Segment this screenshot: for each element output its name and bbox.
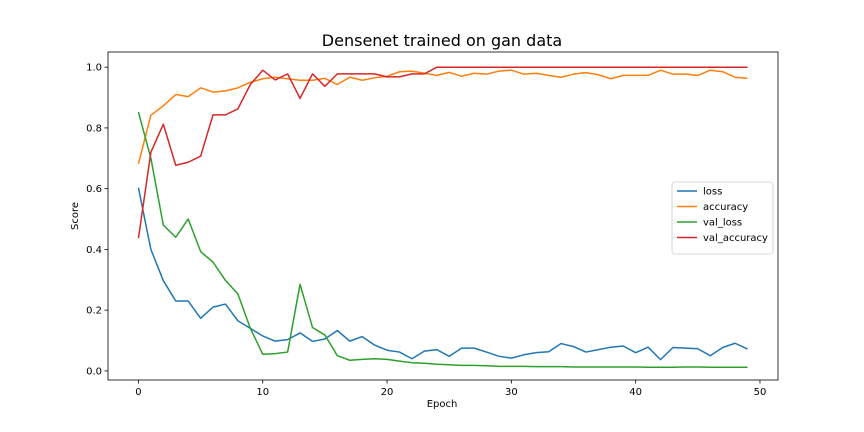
- y-tick-label: 0.8: [86, 123, 102, 134]
- y-axis-title: Score: [70, 202, 81, 230]
- legend: loss accuracy val_loss val_accuracy: [671, 181, 774, 255]
- legend-label-loss: loss: [703, 187, 722, 198]
- x-tick-label: 20: [381, 387, 394, 398]
- legend-box: [671, 181, 774, 255]
- legend-label-val-accuracy: val_accuracy: [703, 233, 768, 244]
- plot-area: 0 10 20 30 40 50 0.0 0.2 0.4 0.6 0.8 1.0: [86, 51, 779, 398]
- y-tick-label: 0.2: [86, 306, 102, 317]
- y-tick-label: 1.0: [86, 63, 102, 74]
- series-line-val-accuracy: [137, 66, 748, 239]
- legend-label-accuracy: accuracy: [703, 202, 748, 213]
- x-tick-label: 50: [754, 387, 767, 398]
- axes-frame: [107, 51, 779, 381]
- y-tick-label: 0.0: [86, 366, 102, 377]
- x-tick-label: 40: [629, 387, 642, 398]
- series-line-loss: [137, 187, 748, 361]
- x-tick-label: 10: [256, 387, 269, 398]
- x-tick-label: 30: [505, 387, 518, 398]
- x-axis-title: Epoch: [427, 399, 458, 410]
- y-tick-label: 0.4: [86, 245, 102, 256]
- x-tick-label: 0: [135, 387, 141, 398]
- series-line-accuracy: [137, 69, 748, 164]
- legend-label-val-loss: val_loss: [703, 218, 742, 229]
- y-tick-label: 0.6: [86, 184, 102, 195]
- chart-title: Densenet trained on gan data: [322, 31, 562, 50]
- series-line-val-loss: [137, 111, 748, 368]
